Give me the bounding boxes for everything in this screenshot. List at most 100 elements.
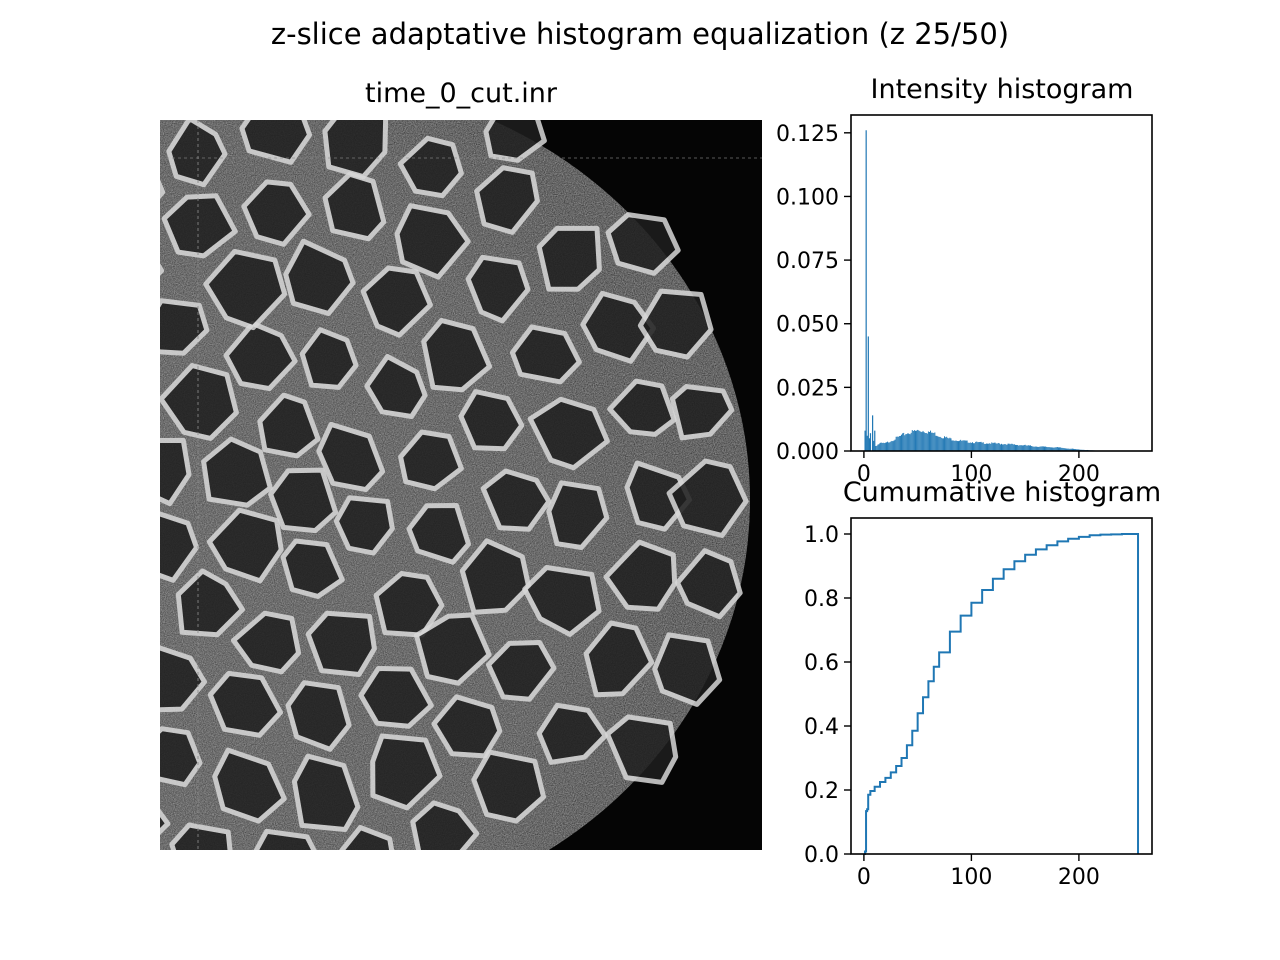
histogram-bar (1010, 443, 1012, 451)
histogram-bar (899, 435, 901, 451)
histogram-bar (1034, 446, 1036, 451)
histogram-bar (920, 431, 922, 451)
histogram-bar (864, 430, 866, 451)
cumulative-y-tick-label: 0.6 (804, 651, 839, 676)
cell-outline (239, 120, 313, 165)
histogram-bar (931, 432, 933, 451)
histogram-bar (995, 443, 997, 451)
cumulative-histogram-panel: Cumumative histogram 0 100 200 0.0 0.2 0.4 0.6… (804, 477, 1161, 890)
histogram-bar (1060, 447, 1062, 451)
cell-outline (322, 171, 387, 242)
histogram-bar (1039, 446, 1041, 451)
cell-outline (160, 511, 200, 583)
cell-outline (175, 568, 245, 638)
histogram-bar (1059, 447, 1061, 451)
histogram-bar (1005, 444, 1007, 451)
histogram-bar (998, 443, 1000, 451)
histogram-bar (1003, 444, 1005, 451)
histogram-bar (876, 445, 878, 451)
histogram-bar (955, 440, 957, 451)
histogram-bar (906, 434, 908, 451)
histogram-bar (1054, 447, 1056, 451)
cell-outline (536, 702, 608, 765)
histogram-bar (965, 440, 967, 451)
histogram-bar (974, 443, 976, 451)
histogram-bar (1035, 446, 1037, 451)
histogram-bar (1047, 447, 1049, 451)
cell-outline (207, 670, 283, 738)
histogram-bar (868, 438, 870, 451)
histogram-bar (956, 441, 958, 451)
cell-outline (394, 203, 471, 280)
histogram-y-tick-label: 0.125 (776, 122, 839, 147)
cell-outline (285, 680, 352, 752)
histogram-bars (864, 130, 1138, 452)
histogram-bar (1007, 443, 1009, 451)
histogram-frame (850, 114, 1153, 452)
histogram-bar (1016, 444, 1018, 451)
histogram-bar (883, 443, 885, 451)
histogram-bar (867, 336, 869, 451)
cell-outline (421, 317, 493, 393)
histogram-bar (921, 432, 923, 451)
cell-outline (339, 825, 395, 850)
histogram-bar (959, 440, 961, 451)
histogram-bar (977, 442, 979, 451)
histogram-bar (879, 442, 881, 451)
histogram-bar (1062, 447, 1064, 451)
cell-outline (483, 120, 547, 163)
histogram-bar (948, 438, 950, 451)
histogram-bar (1048, 447, 1050, 451)
histogram-bar (898, 436, 900, 451)
cell-outline (637, 288, 714, 360)
histogram-bar (1065, 448, 1067, 451)
histogram-bar (913, 430, 915, 451)
histogram-bar (1013, 444, 1015, 451)
histogram-bar (981, 442, 983, 451)
histogram-y-tick-label: 0.100 (776, 185, 839, 210)
histogram-bar (962, 440, 964, 451)
histogram-bar (1030, 445, 1032, 451)
cumulative-y-tick-label: 0.8 (804, 587, 839, 612)
histogram-bar (915, 430, 916, 451)
cell-outline (223, 321, 298, 392)
histogram-bar (905, 434, 907, 451)
histogram-bar (1017, 444, 1019, 451)
histogram-bar (1024, 444, 1026, 451)
histogram-bar (1012, 444, 1014, 451)
cumulative-y-tick-label: 0.4 (804, 715, 839, 740)
cell-outline (652, 632, 723, 707)
histogram-bar (874, 430, 876, 451)
histogram-bar (963, 440, 965, 451)
cell-outline (624, 460, 692, 532)
cell-outline (413, 612, 492, 686)
histogram-bar (941, 438, 943, 451)
histogram-bar (869, 433, 872, 451)
cell-outline (397, 135, 464, 199)
histogram-bar (966, 440, 968, 451)
histogram-bar (866, 435, 868, 451)
cell-outline (580, 290, 656, 364)
histogram-bar (919, 431, 921, 451)
cumulative-series-line (863, 533, 1140, 855)
cell-outline (410, 800, 480, 850)
histogram-bar (1055, 447, 1057, 451)
cell-outline (160, 645, 207, 713)
histogram-bar (1063, 448, 1065, 451)
histogram-bar (895, 436, 897, 451)
histogram-bar (896, 436, 898, 451)
cumulative-axes: 0 100 200 0.0 0.2 0.4 0.6 0.8 1.0 (804, 523, 1100, 890)
histogram-bar (892, 441, 894, 451)
histogram-y-tick-label: 0.000 (776, 440, 839, 465)
cell-outline (527, 396, 610, 471)
histogram-bar (928, 431, 930, 451)
histogram-bar (884, 442, 886, 451)
histogram-axes: 0 100 200 0.000 0.025 0.050 0.075 0.100 0.125 (776, 122, 1100, 487)
cumulative-y-tick-label: 1.0 (804, 523, 839, 548)
histogram-bar (1025, 445, 1027, 451)
histogram-bar (1006, 444, 1008, 451)
histogram-bar (944, 436, 946, 451)
histogram-bar (933, 433, 935, 451)
histogram-bar (1068, 448, 1070, 451)
cell-outline (206, 507, 284, 584)
